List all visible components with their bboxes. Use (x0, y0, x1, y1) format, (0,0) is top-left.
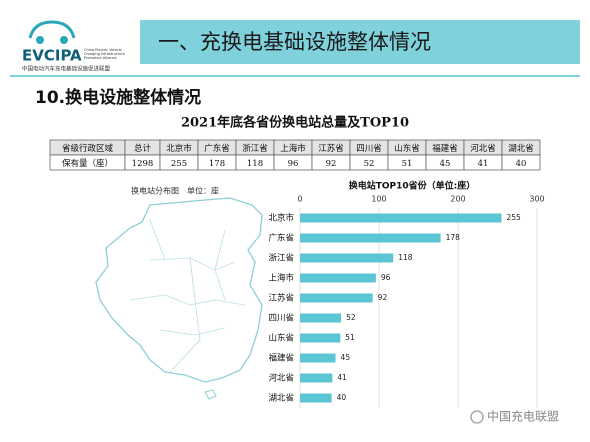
value-label: 92 (378, 293, 388, 302)
bar (300, 333, 341, 343)
bar (300, 253, 394, 263)
chart-title: 换电站TOP10省份（单位:座） (349, 180, 476, 192)
logo-icon (28, 20, 76, 39)
y-tick-label: 上海市 (268, 273, 294, 284)
table-header: 总计 (134, 143, 152, 154)
table-value: 178 (209, 159, 225, 169)
logo-icon (60, 36, 68, 44)
table-value: 41 (478, 159, 489, 169)
value-label: 178 (446, 233, 461, 242)
table-value: 45 (440, 159, 451, 169)
bar (300, 353, 336, 363)
map-outline (95, 197, 263, 383)
table-header: 福建省 (432, 143, 458, 154)
x-tick-label: 300 (529, 195, 544, 204)
table-header: 四川省 (356, 143, 382, 154)
table-header: 浙江省 (242, 143, 268, 154)
table-value: 1298 (132, 159, 154, 169)
y-tick-label: 四川省 (268, 313, 294, 324)
map-borders (129, 219, 246, 373)
map-title: 换电站分布图 单位：座 (131, 186, 219, 196)
table-header: 湖北省 (508, 143, 534, 154)
table-header: 上海市 (280, 143, 306, 154)
logo-cn: 中国电动汽车充电基础设施促进联盟 (22, 65, 111, 73)
bar (300, 233, 441, 243)
value-label: 51 (345, 333, 355, 342)
value-label: 52 (346, 313, 356, 322)
value-label: 41 (337, 373, 347, 382)
x-tick-label: 200 (450, 195, 465, 204)
y-tick-label: 江苏省 (268, 293, 294, 304)
bar (300, 393, 332, 403)
table-header: 省级行政区域 (62, 143, 114, 154)
chart: 0 100 200 300 北京市 255 广东省 178 浙江省 118 上海市 96 江苏省 92 四川… (268, 195, 545, 408)
bar (300, 293, 373, 303)
table-value: 52 (364, 159, 375, 169)
bar (300, 273, 376, 283)
table-header: 河北省 (470, 143, 496, 154)
value-label: 96 (381, 273, 391, 282)
bar (300, 313, 342, 323)
table-value: 96 (288, 159, 299, 169)
map-island (204, 389, 217, 400)
watermark-icon (470, 410, 484, 424)
y-tick-label: 北京市 (268, 213, 294, 224)
value-label: 118 (398, 253, 413, 262)
y-tick-label: 福建省 (268, 353, 294, 364)
table-value: 保有量（座） (62, 158, 113, 169)
y-tick-label: 广东省 (268, 233, 294, 244)
x-tick-label: 100 (371, 195, 386, 204)
logo-text: EVCIPA (22, 47, 82, 65)
table-title: 2021年底各省份换电站总量及TOP10 (181, 115, 409, 131)
watermark-text: 中国充电联盟 (487, 409, 559, 424)
watermark: 中国充电联盟 (470, 409, 559, 424)
section-title: 10.换电设施整体情况 (35, 87, 201, 108)
table-value: 92 (326, 159, 337, 169)
bar (300, 373, 333, 383)
table-header: 山东省 (394, 143, 420, 154)
y-tick-label: 河北省 (268, 373, 294, 384)
logo-en-box: China Electric Vehicle Charging Infrastr… (84, 48, 125, 60)
table: 省级行政区域 总计 北京市 广东省 浙江省 上海市 江苏省 四川省 山东省 福建省 河北省 湖北省保有… (49, 139, 541, 171)
logo-en: China Electric Vehicle Charging Infrastr… (84, 48, 125, 60)
logo-icon (36, 36, 44, 44)
table-cell (501, 154, 541, 171)
table-value: 51 (402, 159, 413, 169)
title-banner (140, 20, 580, 64)
logo: EVCIPA China Electric Vehicle Charging I… (22, 20, 125, 73)
table-value: 40 (516, 159, 527, 169)
value-label: 45 (341, 353, 351, 362)
table-value: 118 (247, 159, 263, 169)
x-tick-label: 0 (297, 195, 302, 204)
value-label: 255 (506, 213, 521, 222)
value-label: 40 (337, 393, 347, 402)
bar (300, 213, 502, 223)
table-header: 北京市 (166, 143, 192, 154)
map (95, 197, 263, 400)
table-value: 255 (171, 159, 187, 169)
y-tick-label: 浙江省 (268, 253, 294, 264)
y-tick-label: 湖北省 (268, 393, 294, 404)
table-header: 江苏省 (318, 143, 344, 154)
y-tick-label: 山东省 (268, 333, 294, 344)
table-header: 广东省 (204, 143, 230, 154)
slide-title: 一、充换电基础设施整体情况 (158, 30, 431, 54)
